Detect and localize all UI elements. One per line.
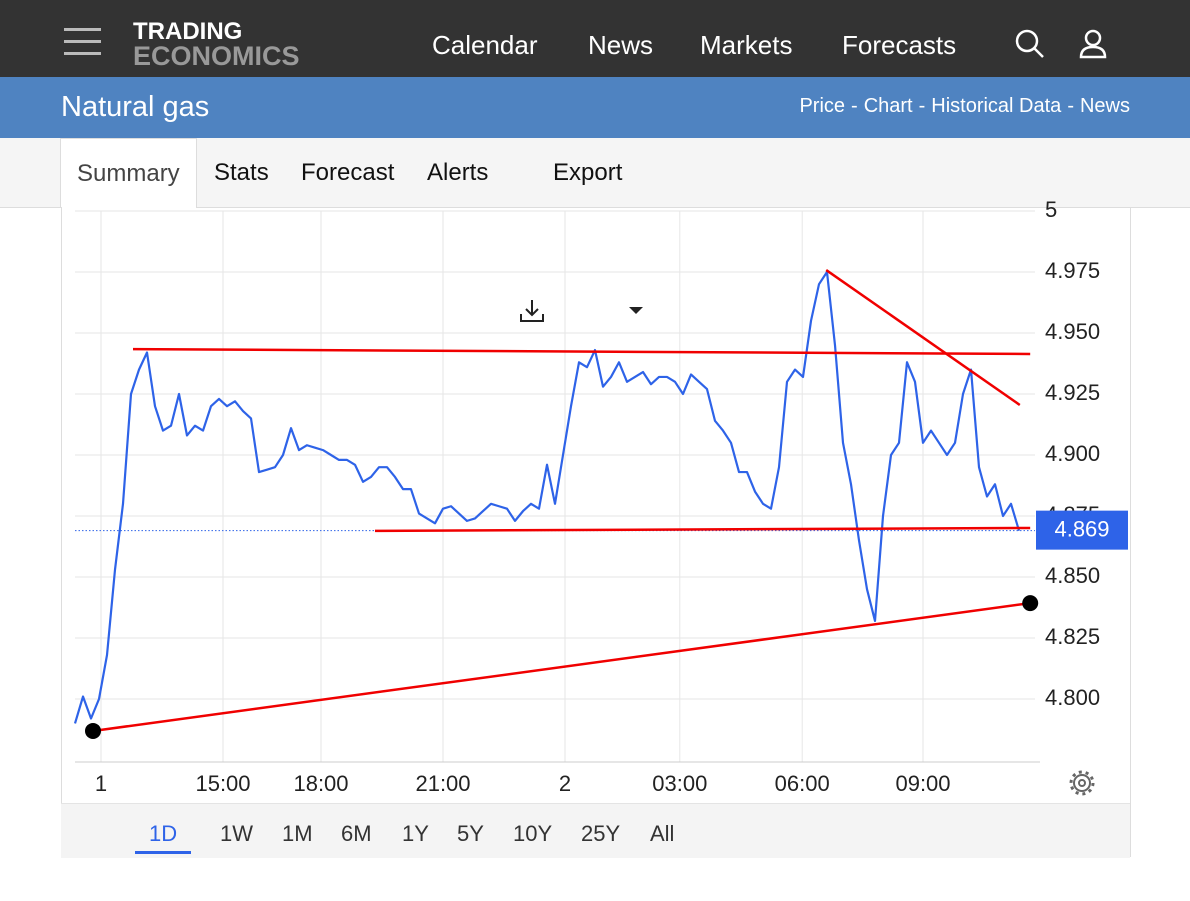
download-icon [520,300,544,322]
header-link[interactable]: News [1079,95,1130,117]
x-tick-label: 2 [559,771,571,796]
y-tick-label: 4.850 [1045,563,1100,588]
x-tick-label: 15:00 [195,771,250,796]
y-tick-label: 4.800 [1045,685,1100,710]
y-tick-label: 5 [1045,197,1057,222]
nav-link[interactable]: Forecasts [842,30,957,60]
y-tick-label: 4.900 [1045,441,1100,466]
separator: - [851,95,858,117]
y-tick-label: 4.925 [1045,380,1100,405]
last-value-box [1036,510,1128,550]
y-tick-label: 4.975 [1045,258,1100,283]
page-title: Natural gas [61,91,210,123]
search-icon[interactable] [1014,28,1046,60]
nav-link[interactable]: Markets [700,30,793,60]
range-button[interactable]: 6M [341,821,372,846]
header-link[interactable]: Price [799,95,846,117]
header-links: Price - Chart - Historical Data - News [799,95,1130,118]
tab[interactable]: Alerts [427,159,489,186]
x-tick-label: 03:00 [652,771,707,796]
trend-point [1022,595,1039,612]
header-link[interactable]: Chart [863,95,913,117]
x-tick-label: 18:00 [293,771,348,796]
tab-bar: Summary Stats Forecast Alerts Export [0,138,1190,322]
trend-line [374,526,1031,533]
range-button[interactable]: 10Y [513,821,553,846]
nav-link[interactable]: Calendar [432,30,538,60]
range-button[interactable]: 1W [220,821,253,846]
logo[interactable]: TRADING ECONOMICS [133,18,300,71]
x-tick-label: 06:00 [775,771,830,796]
title-bar: Natural gas Price - Chart - Historical Data -… [0,77,1190,138]
trend-line [825,269,1021,407]
x-tick-label: 1 [95,771,107,796]
logo-bottom: ECONOMICS [133,41,300,71]
trend-line [132,347,1031,356]
tab[interactable]: Summary [60,138,197,208]
top-nav: TRADING ECONOMICS Calendar News Markets F… [0,0,1190,77]
tab[interactable]: Stats [214,159,269,186]
logo-top: TRADING [133,18,243,45]
header-link[interactable]: Historical Data [931,95,1062,117]
trend-point [85,722,101,739]
chart: 4.8004.8254.8504.8754.9004.9254.9504.975… [73,197,1128,796]
price-line [73,270,1021,724]
range-button[interactable]: 5Y [457,821,484,846]
nav-link[interactable]: News [588,30,654,60]
y-tick-label: 4.825 [1045,624,1100,649]
user-icon[interactable] [1077,28,1109,60]
range-button[interactable]: 1M [282,821,313,846]
settings-icon[interactable] [1069,770,1095,796]
x-tick-label: 09:00 [895,771,950,796]
separator: - [918,95,926,117]
range-bar: 1D 1W 1M 6M 1Y 5Y 10Y 25Y All [61,803,1130,858]
tab[interactable]: Export [553,159,623,186]
range-button[interactable]: 25Y [581,821,621,846]
dropdown-caret [629,307,643,314]
trend-line [92,601,1031,733]
y-tick-label: 4.950 [1045,319,1100,344]
menu-button[interactable] [64,28,101,64]
last-value-label: 4.869 [1054,516,1109,541]
range-button[interactable]: All [650,821,675,846]
separator: - [1067,95,1074,117]
range-button[interactable]: 1D [135,821,192,854]
range-button[interactable]: 1Y [402,821,429,846]
tab[interactable]: Forecast [301,159,395,186]
x-tick-label: 21:00 [415,771,470,796]
